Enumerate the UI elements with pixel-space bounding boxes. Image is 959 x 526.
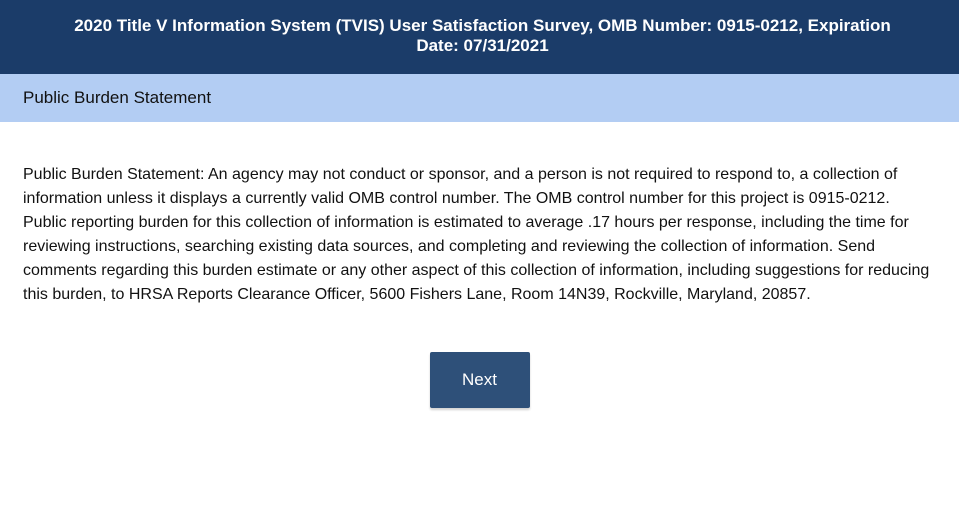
statement-line: reviewing instructions, searching existi… <box>23 238 876 255</box>
statement-line: Public Burden Statement: An agency may n… <box>23 166 898 183</box>
actions: Next <box>0 352 959 408</box>
survey-header: 2020 Title V Information System (TVIS) U… <box>0 0 959 74</box>
statement-line: Public reporting burden for this collect… <box>23 214 909 231</box>
burden-statement: Public Burden Statement: An agency may n… <box>0 122 959 307</box>
section-title: Public Burden Statement <box>23 88 212 107</box>
statement-line: information unless it displays a current… <box>23 190 890 207</box>
survey-title-line-2: Date: 07/31/2021 <box>416 36 549 55</box>
statement-line: comments regarding this burden estimate … <box>23 262 930 279</box>
statement-line: this burden, to HRSA Reports Clearance O… <box>23 286 811 303</box>
survey-title-line-1: 2020 Title V Information System (TVIS) U… <box>74 16 891 35</box>
next-button[interactable]: Next <box>429 352 530 408</box>
section-title-bar: Public Burden Statement <box>0 74 959 122</box>
